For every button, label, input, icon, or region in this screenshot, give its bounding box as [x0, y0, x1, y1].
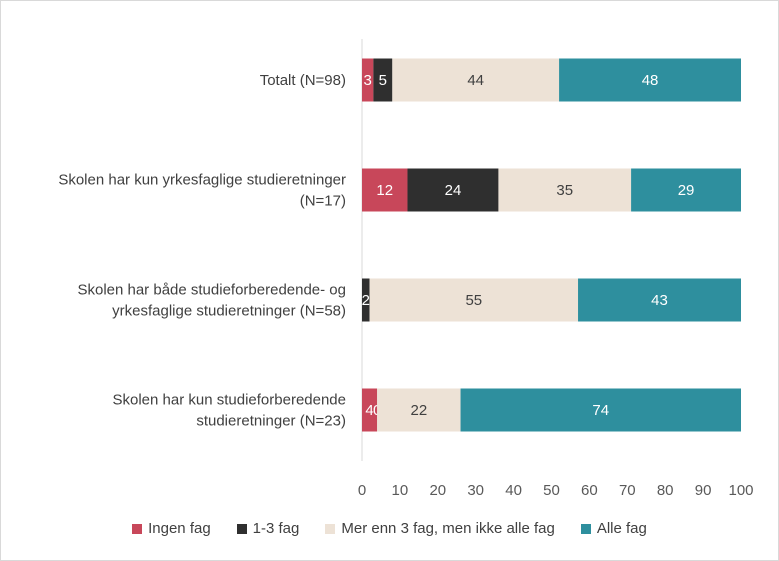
category-label-2-1: yrkesfaglige studieretninger (N=58): [112, 303, 346, 320]
bar-segment-1-1: [407, 168, 499, 212]
bar-segment-0-0: [362, 58, 374, 102]
x-tick-label-8: 80: [657, 482, 674, 499]
x-tick-label-7: 70: [619, 482, 636, 499]
bar-segment-1-2: [498, 168, 632, 212]
legend-swatch-3: [580, 523, 591, 534]
data-label-1-3: 29: [678, 182, 695, 199]
data-label-2-1: 2: [362, 292, 370, 309]
legend-item-3: Alle fag: [580, 520, 647, 537]
data-label-1-1: 24: [445, 182, 462, 199]
data-label-2-3: 43: [651, 292, 668, 309]
legend-label-1: 1-3 fag: [252, 520, 300, 537]
category-label-2-0: Skolen har både studieforberedende- og: [77, 282, 346, 299]
x-tick-label-9: 90: [695, 482, 712, 499]
legend-swatch-2: [325, 523, 336, 534]
data-label-3-0: 4: [365, 402, 373, 419]
bar-segment-3-0: [362, 388, 378, 432]
data-label-2-2: 55: [465, 292, 482, 309]
bar-segment-0-1: [373, 58, 393, 102]
x-tick-label-10: 100: [728, 482, 753, 499]
data-label-3-2: 22: [411, 402, 428, 419]
legend-label-2: Mer enn 3 fag, men ikke alle fag: [341, 520, 555, 537]
bar-segment-0-2: [392, 58, 560, 102]
data-label-1-2: 35: [556, 182, 573, 199]
data-label-1-0: 12: [376, 182, 393, 199]
bar-segment-3-3: [460, 388, 741, 432]
bar-segment-3-2: [377, 388, 461, 432]
data-label-0-3: 48: [642, 72, 659, 89]
x-tick-label-2: 20: [429, 482, 446, 499]
bar-segment-1-3: [631, 168, 741, 212]
bar-segment-0-3: [559, 58, 741, 102]
data-label-3-3: 74: [592, 402, 609, 419]
category-label-0-0: Totalt (N=98): [260, 72, 346, 89]
data-label-0-0: 3: [364, 72, 372, 89]
legend-item-2: Mer enn 3 fag, men ikke alle fag: [325, 520, 555, 537]
data-label-0-2: 44: [467, 72, 484, 89]
x-tick-label-1: 10: [392, 482, 409, 499]
bar-segment-2-1: [362, 278, 370, 322]
legend-swatch-1: [236, 523, 247, 534]
legend-item-0: Ingen fag: [132, 520, 211, 537]
category-label-3-1: studieretninger (N=23): [196, 413, 346, 430]
legend-label-3: Alle fag: [596, 520, 647, 537]
x-tick-label-3: 30: [467, 482, 484, 499]
category-label-1-0: Skolen har kun yrkesfaglige studieretnin…: [58, 172, 346, 189]
legend-swatch-0: [132, 523, 143, 534]
x-tick-label-5: 50: [543, 482, 560, 499]
legend-item-1: 1-3 fag: [236, 520, 300, 537]
bar-segment-2-3: [578, 278, 741, 322]
legend-label-0: Ingen fag: [148, 520, 211, 537]
category-label-1-1: (N=17): [300, 193, 346, 210]
category-label-3-0: Skolen har kun studieforberedende: [113, 392, 347, 409]
bar-segment-1-0: [362, 168, 408, 212]
bar-segment-2-2: [369, 278, 579, 322]
x-tick-label-0: 0: [358, 482, 366, 499]
legend: Ingen fag 1-3 fag Mer enn 3 fag, men ikke …: [1, 520, 778, 537]
x-tick-label-4: 40: [505, 482, 522, 499]
x-tick-label-6: 60: [581, 482, 598, 499]
data-label-0-1: 5: [379, 72, 387, 89]
